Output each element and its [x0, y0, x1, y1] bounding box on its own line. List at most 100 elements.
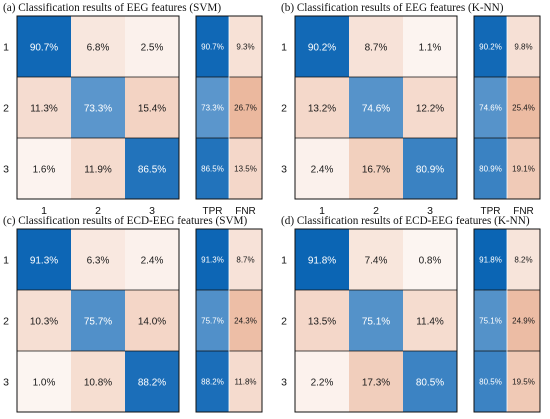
fnr-cell-label: 25.4%: [512, 104, 535, 113]
tpr-cell: [196, 138, 229, 199]
fnr-cell: [229, 351, 262, 412]
row-label: 3: [281, 377, 287, 389]
tpr-cell-label: 75.1%: [479, 317, 502, 326]
row-label: 2: [3, 103, 9, 115]
matrix-cell-label: 10.3%: [30, 317, 58, 328]
fnr-cell: [229, 138, 262, 199]
tpr-cell-label: 80.9%: [479, 165, 502, 174]
matrix-cell: [125, 138, 179, 199]
fnr-cell: [507, 138, 540, 199]
matrix-cell: [125, 229, 179, 290]
matrix-cell: [17, 290, 71, 351]
matrix-cell: [349, 351, 403, 412]
matrix-cell: [349, 229, 403, 290]
confusion-panel-2: (b) Classification results of EEG featur…: [281, 2, 541, 217]
matrix-cell-label: 1.1%: [419, 43, 442, 54]
col-label: 2: [95, 205, 101, 217]
tpr-cell-label: 90.7%: [201, 43, 224, 52]
row-label: 2: [3, 316, 9, 328]
tpr-cell: [474, 351, 507, 412]
matrix-cell: [349, 138, 403, 199]
matrix-cell-label: 75.7%: [84, 317, 112, 328]
matrix-cell: [125, 290, 179, 351]
fnr-cell-label: 19.1%: [512, 165, 535, 174]
matrix-cell: [403, 290, 457, 351]
matrix-cell-label: 74.6%: [362, 104, 390, 115]
matrix-cell-label: 12.2%: [416, 104, 444, 115]
fnr-cell: [229, 16, 262, 77]
row-label: 3: [3, 377, 9, 389]
confusion-panel-4: (d) Classification results of ECD-EEG fe…: [281, 215, 541, 419]
matrix-cell: [71, 138, 125, 199]
fnr-cell: [507, 290, 540, 351]
panel-title: (b) Classification results of EEG featur…: [281, 2, 504, 14]
matrix-cell-label: 2.5%: [141, 43, 164, 54]
matrix-cell-label: 2.4%: [311, 165, 334, 176]
fnr-cell: [507, 16, 540, 77]
matrix-cell: [17, 16, 71, 77]
tpr-cell: [196, 229, 229, 290]
tpr-label: TPR: [481, 206, 501, 217]
fnr-cell-label: 26.7%: [234, 104, 257, 113]
fnr-cell-label: 24.3%: [234, 317, 257, 326]
matrix-cell-label: 13.2%: [308, 104, 336, 115]
tpr-cell-label: 90.2%: [479, 43, 502, 52]
tpr-cell-label: 80.5%: [479, 378, 502, 387]
matrix-cell: [349, 77, 403, 138]
tpr-cell: [474, 290, 507, 351]
col-label: 1: [319, 205, 325, 217]
matrix-cell: [295, 351, 349, 412]
fnr-cell: [507, 351, 540, 412]
matrix-cell-label: 73.3%: [84, 104, 112, 115]
matrix-cell: [349, 290, 403, 351]
panel-title: (a) Classification results of EEG featur…: [3, 2, 221, 14]
matrix-cell: [17, 351, 71, 412]
tpr-cell-label: 74.6%: [479, 104, 502, 113]
matrix-cell-label: 13.5%: [308, 317, 336, 328]
matrix-cell-label: 90.2%: [308, 43, 336, 54]
tpr-cell: [474, 138, 507, 199]
fnr-cell: [229, 290, 262, 351]
fnr-cell-label: 24.9%: [512, 317, 535, 326]
matrix-cell: [403, 229, 457, 290]
confusion-panel-1: (a) Classification results of EEG featur…: [3, 2, 263, 217]
tpr-label: TPR: [203, 206, 223, 217]
matrix-cell-label: 80.5%: [416, 378, 444, 389]
matrix-cell: [71, 77, 125, 138]
matrix-cell-label: 90.7%: [30, 43, 58, 54]
matrix-cell-label: 6.3%: [87, 256, 110, 267]
matrix-cell-label: 11.3%: [30, 104, 58, 115]
matrix-cell-label: 88.2%: [138, 378, 166, 389]
col-label: 3: [149, 205, 155, 217]
rate-border: [195, 15, 263, 200]
matrix-cell-label: 17.3%: [362, 378, 390, 389]
matrix-cell-label: 6.8%: [87, 43, 110, 54]
fnr-cell-label: 8.7%: [236, 256, 254, 265]
matrix-cell: [17, 229, 71, 290]
panel-title: (d) Classification results of ECD-EEG fe…: [281, 215, 530, 227]
rate-border: [195, 228, 263, 413]
matrix-cell: [295, 138, 349, 199]
matrix-cell-label: 11.4%: [416, 317, 444, 328]
matrix-cell: [71, 16, 125, 77]
tpr-cell-label: 73.3%: [201, 104, 224, 113]
fnr-label: FNR: [513, 206, 534, 217]
matrix-cell-label: 75.1%: [362, 317, 390, 328]
fnr-cell: [229, 77, 262, 138]
matrix-cell: [125, 351, 179, 412]
row-label: 3: [281, 164, 287, 176]
tpr-cell-label: 86.5%: [201, 165, 224, 174]
matrix-cell-label: 1.0%: [33, 378, 56, 389]
matrix-cell: [295, 290, 349, 351]
fnr-cell-label: 13.5%: [234, 165, 257, 174]
matrix-cell: [71, 229, 125, 290]
matrix-cell: [125, 16, 179, 77]
matrix-cell: [403, 138, 457, 199]
matrix-cell: [17, 138, 71, 199]
matrix-cell-label: 91.3%: [30, 256, 58, 267]
matrix-cell: [295, 77, 349, 138]
tpr-cell: [196, 351, 229, 412]
matrix-cell-label: 10.8%: [84, 378, 112, 389]
matrix-cell: [295, 229, 349, 290]
tpr-cell-label: 91.3%: [201, 256, 224, 265]
